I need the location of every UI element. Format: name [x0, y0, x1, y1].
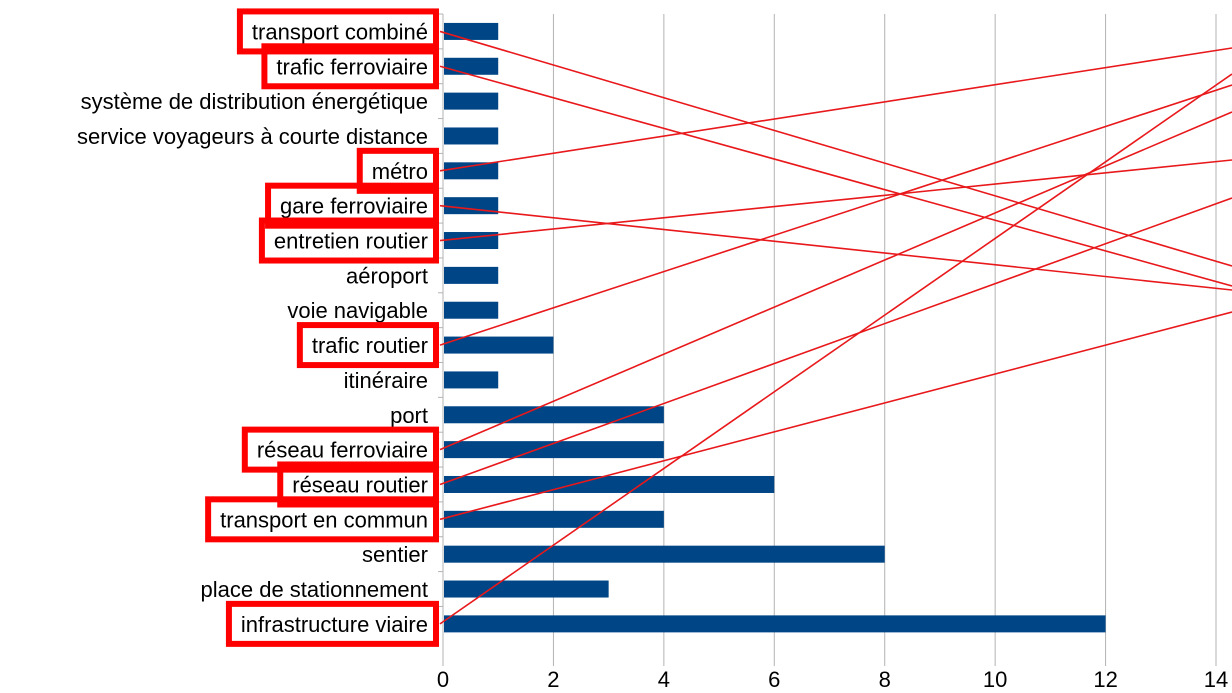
category-label: transport combiné: [252, 19, 428, 44]
bar: [444, 127, 499, 145]
bar: [444, 371, 499, 389]
category-label: port: [390, 403, 428, 428]
category-label: sentier: [362, 542, 428, 567]
category-label: service voyageurs à courte distance: [77, 124, 428, 149]
bar: [444, 441, 664, 459]
bar: [444, 301, 499, 319]
highlight-box: [277, 461, 439, 508]
highlight-box: [265, 182, 439, 229]
highlight-box: [236, 8, 439, 55]
grid-lines: [552, 14, 1217, 661]
bar: [444, 92, 499, 110]
x-tick-label: 0: [437, 667, 449, 692]
connector-line: [439, 84, 1232, 346]
connector-line: [439, 47, 1232, 172]
category-label: transport en commun: [220, 507, 428, 532]
category-label: système de distribution énergétique: [81, 89, 428, 114]
x-tick-label: 2: [547, 667, 559, 692]
category-label: infrastructure viaire: [241, 612, 428, 637]
highlight-box: [225, 600, 439, 647]
category-labels: transport combiné trafic ferroviaire systè…: [77, 19, 428, 636]
axis: [438, 13, 1217, 666]
category-label: aéroport: [346, 263, 428, 288]
connector-line: [439, 30, 1232, 267]
connector-line: [439, 197, 1232, 486]
connector-line: [439, 204, 1232, 291]
category-label: voie navigable: [287, 298, 428, 323]
category-label: métro: [372, 159, 428, 184]
category-label: trafic routier: [312, 333, 428, 358]
bar: [444, 510, 664, 528]
category-label: itinéraire: [344, 368, 428, 393]
bar: [444, 336, 554, 354]
connector-line: [439, 65, 1232, 287]
bar: [444, 580, 609, 598]
category-label: gare ferroviaire: [280, 194, 428, 219]
bar: [444, 266, 499, 284]
bar: [444, 545, 885, 563]
category-label: réseau ferroviaire: [257, 438, 428, 463]
connector-line: [439, 311, 1232, 521]
bar: [444, 232, 499, 250]
bar: [444, 475, 775, 493]
highlight-box: [205, 496, 439, 543]
category-label: réseau routier: [292, 472, 428, 497]
bar: [444, 615, 1106, 633]
connector-lines: [439, 30, 1232, 625]
x-tick-label: 4: [658, 667, 670, 692]
connector-line: [439, 73, 1232, 625]
x-tick-label: 12: [1093, 667, 1117, 692]
highlight-boxes: [205, 8, 439, 647]
highlight-box: [296, 322, 439, 369]
category-label: trafic ferroviaire: [276, 54, 428, 79]
highlight-box: [241, 426, 439, 473]
highlight-box: [356, 147, 439, 194]
bar: [444, 57, 499, 75]
x-tick-label: 8: [879, 667, 891, 692]
x-tick-label: 6: [768, 667, 780, 692]
connector-line: [439, 111, 1232, 451]
bar: [444, 22, 499, 40]
x-tick-label: 10: [983, 667, 1007, 692]
bar: [444, 406, 664, 424]
x-tick-label: 14: [1204, 667, 1228, 692]
x-tick-labels: 0 2 4 6 8 10 12 14: [437, 667, 1228, 692]
highlight-box: [261, 43, 439, 90]
connector-line: [439, 159, 1232, 242]
highlight-box: [258, 217, 439, 264]
category-label: entretien routier: [274, 229, 428, 254]
bars: [444, 22, 1106, 633]
bar: [444, 162, 499, 180]
category-label: place de stationnement: [201, 577, 429, 602]
